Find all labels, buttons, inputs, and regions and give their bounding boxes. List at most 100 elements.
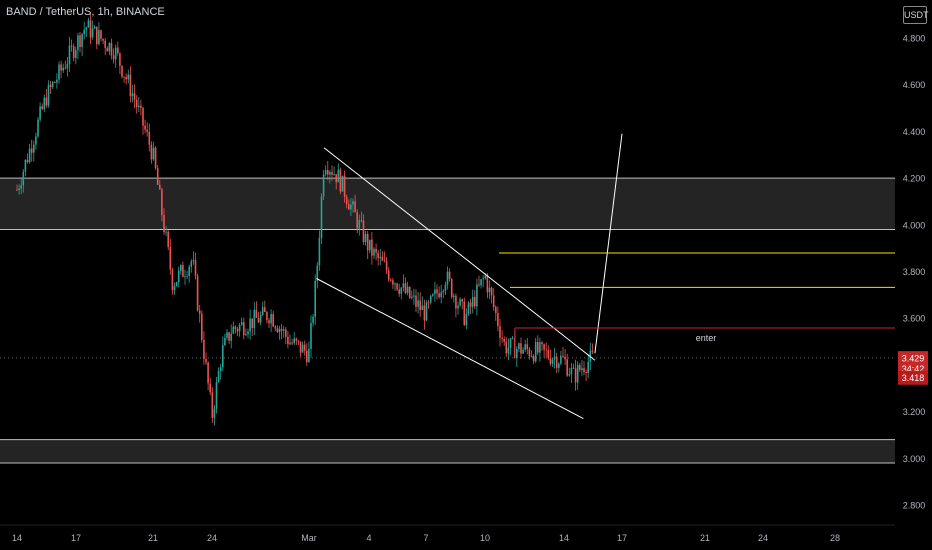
- candle-body: [123, 76, 125, 78]
- candle-body: [327, 170, 329, 175]
- candle-body: [140, 105, 142, 108]
- currency-button[interactable]: USDT: [903, 6, 929, 24]
- candle-body: [366, 233, 369, 251]
- candle-body: [312, 316, 314, 323]
- candle-body: [232, 326, 235, 334]
- candle-body: [343, 175, 346, 197]
- candle-body: [558, 363, 560, 368]
- x-tick-label: 14: [559, 533, 569, 543]
- candle-body: [104, 40, 106, 48]
- candle-body: [24, 159, 27, 172]
- candle-body: [37, 119, 39, 137]
- candle-body: [20, 185, 22, 189]
- candle-body: [114, 47, 117, 60]
- candle-body: [205, 358, 207, 363]
- candle-body: [369, 239, 371, 251]
- candle-body: [18, 188, 20, 190]
- candle-body: [564, 356, 566, 360]
- live-price-label: 34:42: [902, 364, 925, 374]
- candle-body: [243, 322, 245, 336]
- candle-body: [89, 20, 92, 38]
- candle-body: [385, 261, 388, 271]
- candle-body: [329, 172, 331, 175]
- candle-body: [314, 280, 316, 317]
- candle-body: [287, 336, 289, 345]
- candle-body: [110, 42, 113, 56]
- candle-body: [438, 293, 440, 298]
- candle-body: [159, 184, 161, 190]
- candle-body: [484, 275, 487, 279]
- candle-body: [33, 144, 35, 153]
- candle-body: [408, 286, 411, 298]
- candle-body: [482, 278, 484, 280]
- candle-body: [421, 305, 424, 311]
- candle-body: [245, 334, 247, 336]
- candle-body: [539, 342, 541, 353]
- live-price-label: 3.429: [902, 354, 925, 364]
- projection-line: [594, 133, 623, 354]
- y-tick-label: 4.200: [903, 174, 926, 184]
- candle-body: [133, 93, 136, 100]
- candle-body: [131, 93, 134, 97]
- candle-body: [276, 328, 279, 333]
- candle-body: [345, 196, 348, 205]
- candle-body: [524, 344, 526, 350]
- candle-body: [339, 169, 342, 192]
- candle-body: [429, 295, 432, 303]
- candle-body: [66, 63, 69, 69]
- candle-body: [518, 343, 520, 349]
- candle-body: [581, 368, 583, 371]
- candle-body: [39, 106, 41, 120]
- candle-body: [278, 328, 281, 333]
- candle-body: [295, 338, 298, 341]
- candle-body: [77, 35, 79, 51]
- candle-body: [169, 247, 172, 270]
- live-price-label: 3.418: [902, 373, 925, 383]
- candle-body: [146, 129, 148, 132]
- candle-body: [324, 170, 327, 175]
- candle-body: [379, 256, 382, 259]
- candle-body: [358, 220, 361, 229]
- candle-body: [150, 144, 153, 160]
- candle-body: [215, 381, 218, 409]
- candle-body: [354, 201, 356, 213]
- candle-body: [497, 313, 499, 327]
- candle-body: [259, 314, 262, 323]
- y-tick-label: 3.200: [903, 407, 926, 417]
- candle-body: [415, 295, 417, 307]
- candle-body: [268, 320, 270, 324]
- x-tick-label: 4: [366, 533, 371, 543]
- candle-body: [264, 307, 266, 312]
- y-tick-label: 2.800: [903, 501, 926, 511]
- candle-body: [465, 314, 468, 326]
- price-axis: [895, 0, 932, 525]
- candle-body: [217, 371, 220, 382]
- candle-body: [377, 252, 379, 259]
- x-tick-label: 7: [423, 533, 428, 543]
- candle-body: [240, 322, 243, 325]
- chart-title: BAND / TetherUS, 1h, BINANCE: [6, 6, 165, 18]
- candle-body: [486, 275, 489, 293]
- candle-body: [75, 50, 77, 58]
- candle-body: [96, 26, 98, 45]
- candle-body: [171, 269, 174, 291]
- candle-body: [383, 260, 386, 262]
- candle-body: [219, 367, 222, 372]
- candle-body: [463, 301, 466, 326]
- candle-body: [505, 341, 508, 354]
- candle-body: [306, 350, 308, 363]
- candle-body: [568, 374, 571, 376]
- candle-body: [448, 271, 451, 280]
- wedge-lower-line: [316, 278, 584, 420]
- candle-body: [423, 305, 426, 321]
- candle-body: [427, 302, 430, 304]
- candle-body: [404, 283, 407, 293]
- candle-body: [392, 280, 394, 285]
- candle-body: [64, 67, 67, 69]
- candle-body: [511, 337, 514, 339]
- candle-body: [495, 306, 497, 314]
- candle-body: [251, 318, 253, 329]
- candle-body: [161, 189, 163, 216]
- candle-body: [507, 347, 510, 354]
